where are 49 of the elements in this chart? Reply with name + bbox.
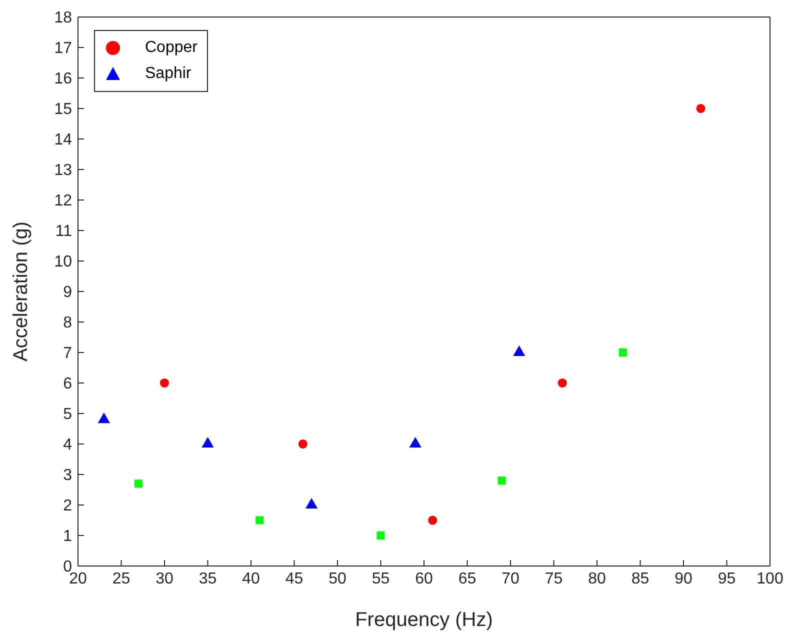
legend-label: Copper	[145, 39, 198, 57]
y-tick-label: 2	[63, 498, 72, 515]
x-tick-label: 60	[415, 570, 433, 588]
y-tick-label: 17	[54, 40, 72, 58]
x-tick-label: 90	[674, 570, 692, 588]
y-tick-label: 4	[63, 436, 72, 454]
x-tick-label: 50	[328, 570, 346, 588]
x-tick-label: 35	[198, 570, 217, 588]
y-tick-label: 6	[63, 376, 72, 393]
point	[618, 348, 627, 356]
point	[428, 516, 438, 525]
x-tick-label: 75	[544, 570, 563, 588]
y-tick-label: 10	[54, 254, 72, 271]
y-tick-label: 9	[63, 284, 72, 302]
x-axis-title: Frequency (Hz)	[355, 609, 493, 631]
y-tick-label: 7	[63, 345, 72, 362]
x-tick-label: 80	[588, 570, 606, 588]
y-tick-label: 15	[54, 101, 72, 118]
legend-label: Saphir	[145, 65, 192, 83]
y-tick-label: 3	[63, 467, 72, 484]
x-tick-label: 20	[69, 570, 87, 588]
x-tick-label: 85	[631, 570, 650, 588]
y-tick-label: 11	[55, 223, 72, 240]
x-tick-label: 95	[718, 570, 736, 588]
y-tick-label: 12	[54, 192, 72, 210]
point	[558, 378, 567, 388]
x-tick-label: 70	[502, 570, 520, 588]
y-tick-label: 16	[54, 70, 72, 88]
x-tick-label: 100	[756, 570, 784, 588]
x-tick-label: 30	[156, 570, 174, 588]
x-tick-label: 40	[242, 570, 260, 588]
point	[376, 532, 385, 540]
y-tick-label: 5	[63, 406, 72, 424]
x-tick-label: 65	[458, 570, 476, 588]
point	[498, 476, 506, 485]
y-axis-title: Acceleration (g)	[10, 221, 32, 362]
y-tick-label: 18	[54, 10, 72, 27]
point	[696, 104, 706, 114]
x-tick-label: 25	[112, 570, 130, 588]
point	[298, 439, 308, 449]
x-tick-label: 55	[372, 570, 390, 588]
y-tick-label: 1	[63, 528, 72, 546]
y-tick-label: 14	[54, 132, 72, 149]
point	[134, 480, 143, 488]
y-tick-label: 8	[63, 314, 72, 332]
y-tick-label: 13	[54, 162, 72, 180]
x-tick-label: 45	[285, 570, 304, 588]
point	[160, 378, 170, 388]
point	[256, 516, 264, 524]
